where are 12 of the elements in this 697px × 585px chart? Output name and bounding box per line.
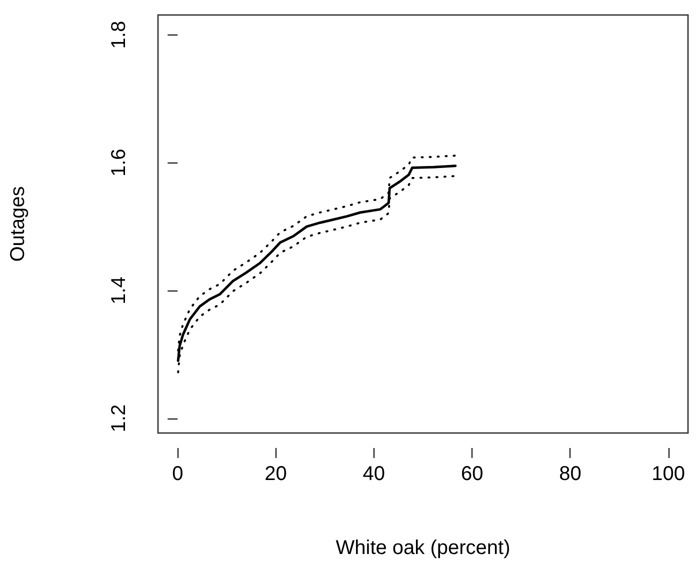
- y-tick-label: 1.8: [108, 20, 130, 49]
- y-tick-label: 1.6: [108, 148, 130, 177]
- x-tick-label: 40: [362, 463, 386, 485]
- x-axis-title: White oak (percent): [336, 537, 510, 559]
- y-tick-label: 1.2: [108, 404, 130, 432]
- x-tick-label: 20: [264, 463, 287, 485]
- x-tick-label: 0: [172, 463, 184, 485]
- x-tick-label: 100: [652, 463, 686, 485]
- y-tick-label: 1.4: [108, 276, 130, 304]
- y-axis-title: Outages: [7, 186, 29, 262]
- x-tick-label: 80: [559, 463, 582, 485]
- x-tick-label: 60: [460, 463, 484, 485]
